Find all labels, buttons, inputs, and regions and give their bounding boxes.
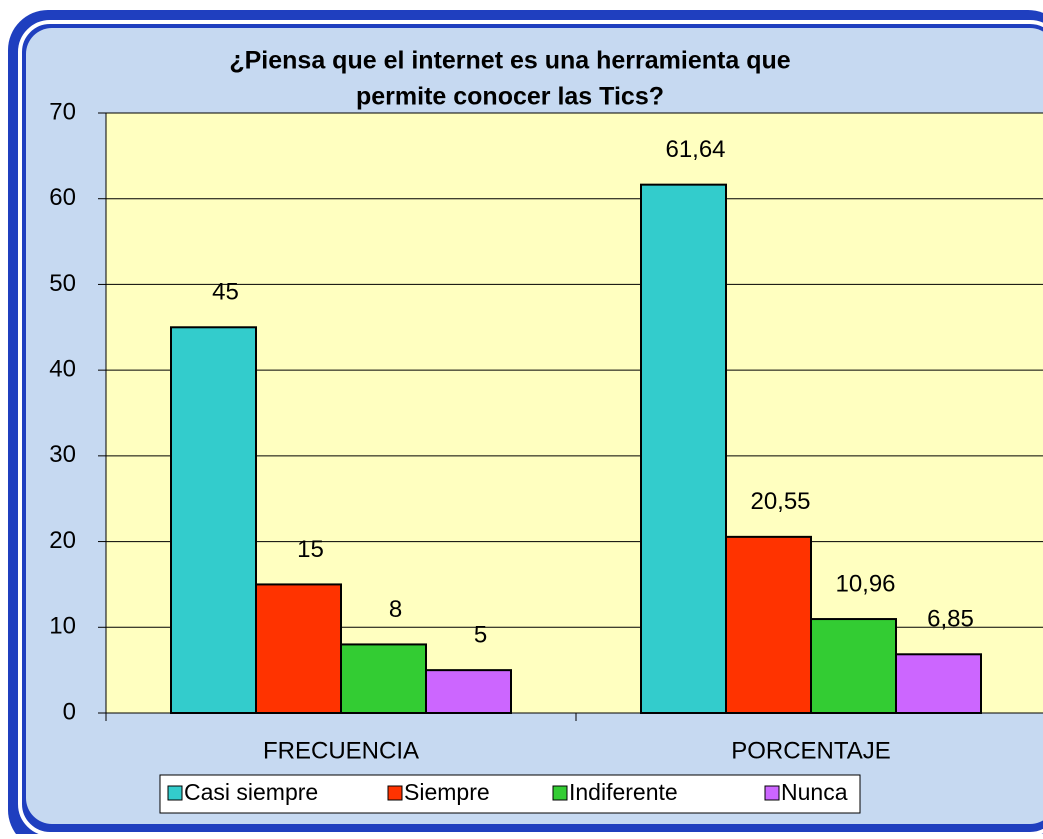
chart-title: permite conocer las Tics? (356, 83, 664, 111)
value-label: 10,96 (835, 570, 895, 597)
y-tick-label: 50 (49, 270, 76, 297)
y-tick-label: 70 (49, 98, 76, 125)
value-label: 61,64 (665, 136, 725, 163)
legend-label: Indiferente (569, 779, 678, 805)
bar (170, 326, 257, 714)
x-tick-label: PORCENTAJE (731, 737, 891, 764)
x-tick-label: FRECUENCIA (263, 737, 419, 764)
value-label: 8 (389, 596, 402, 623)
value-label: 6,85 (927, 606, 974, 633)
value-label: 45 (212, 279, 239, 306)
legend-box (159, 774, 861, 814)
bar (725, 535, 812, 714)
legend-swatch (764, 785, 780, 801)
legend-label: Nunca (781, 779, 848, 805)
chart-title: ¿Piensa que el internet es una herramien… (229, 47, 790, 75)
y-tick-label: 0 (63, 698, 76, 725)
legend-swatch (387, 785, 403, 801)
y-tick-label: 30 (49, 441, 76, 468)
y-tick-label: 10 (49, 613, 76, 640)
bar (340, 643, 427, 715)
bar (895, 653, 982, 714)
value-label: 5 (474, 621, 487, 648)
value-label: 15 (297, 536, 324, 563)
legend-label: Casi siempre (184, 779, 318, 805)
legend-label: Siempre (404, 779, 490, 805)
bar (640, 183, 727, 714)
value-label: 20,55 (750, 488, 810, 515)
legend-swatch (552, 785, 568, 801)
legend-swatch (167, 785, 183, 801)
bar (425, 669, 512, 715)
y-tick-label: 60 (49, 184, 76, 211)
y-tick-label: 40 (49, 355, 76, 382)
bar (810, 618, 897, 714)
bar (255, 583, 342, 715)
y-tick-label: 20 (49, 527, 76, 554)
